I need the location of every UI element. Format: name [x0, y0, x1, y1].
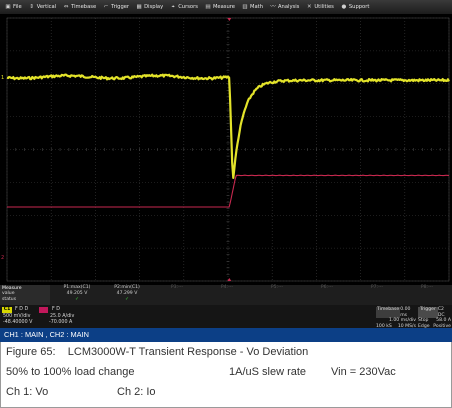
menu-support[interactable]: ● Support [338, 1, 373, 13]
vertical-icon: ⇕ [29, 4, 34, 10]
cursors-icon: ⌖ [171, 4, 175, 10]
menu-measure[interactable]: ▤ Measure [202, 1, 238, 13]
display-icon: ▦ [136, 4, 142, 10]
measure-column[interactable]: P4:--- [202, 285, 252, 305]
timebase-icon: ⇔ [63, 4, 69, 10]
caption-load-change: 50% to 100% load change [6, 366, 135, 378]
measure-value: 47.299 V [116, 291, 138, 296]
trigger-mode: Stop [418, 318, 429, 324]
measure-status: ✓ [75, 297, 79, 302]
menu-bar: ▣ File ⇕ Vertical ⇔ Timebase ⌐ Trigger ▦ Display ⌖… [0, 0, 452, 14]
menu-analysis[interactable]: 〰 Analysis [267, 1, 302, 13]
channel-1-scale[interactable]: 500 mV/div [3, 314, 31, 319]
menu-label: Analysis [277, 4, 300, 10]
measure-column[interactable]: P7:--- [352, 285, 402, 305]
trigger-position-marker [227, 278, 232, 281]
measure-column[interactable]: P6:--- [302, 285, 352, 305]
measure-label: P5:--- [270, 285, 284, 290]
menu-label: Math [250, 4, 263, 10]
menu-display[interactable]: ▦ Display [133, 1, 166, 13]
channel-1-badge[interactable]: C1 [2, 307, 12, 313]
caption-slew-rate: 1A/uS slew rate [229, 366, 307, 378]
channel-1-trace [6, 73, 450, 179]
trigger-type: Edge [418, 323, 430, 329]
math-icon: ▥ [242, 4, 248, 10]
measure-status-label: status [2, 296, 17, 302]
channel-2-scale[interactable]: 25.0 A/div [50, 314, 75, 319]
measure-label: P3:--- [170, 285, 184, 290]
measure-column[interactable]: P8:--- [402, 285, 452, 305]
menu-label: Timebase [71, 4, 97, 10]
analysis-icon: 〰 [270, 4, 276, 10]
menu-label: File [13, 4, 22, 10]
waveform-display: 12 [1, 17, 450, 282]
measure-label: P8:--- [420, 285, 434, 290]
menu-label: Utilities [314, 4, 334, 10]
channel-1-marker: 1 [1, 75, 4, 81]
channel-2-trace [7, 174, 450, 208]
measure-status: ✓ [125, 297, 129, 302]
measure-label: P6:--- [320, 285, 334, 290]
measure-label: P7:--- [370, 285, 384, 290]
measure-panel: Measure value status P1:max(C1) 49.205 V ✓… [0, 285, 452, 305]
figure-caption: Figure 65: LCM3000W-T Transient Response… [0, 342, 452, 408]
measure-value-label: value [2, 291, 15, 297]
menu-utilities[interactable]: ✕ Utilities [303, 1, 337, 13]
measure-column[interactable]: P1:max(C1) 49.205 V ✓ [52, 285, 102, 305]
measure-label: P1:max(C1) [63, 285, 91, 290]
timebase-samples: 100 kS [376, 323, 392, 329]
measure-icon: ▤ [205, 4, 211, 10]
menu-label: Vertical [36, 4, 57, 10]
trigger-slope: Positive [433, 323, 451, 329]
menu-label: Trigger [111, 4, 130, 10]
measure-column[interactable]: P2:min(C1) 47.299 V ✓ [102, 285, 152, 305]
trigger-label: Trigger [418, 307, 438, 319]
menu-file[interactable]: ▣ File [2, 1, 25, 13]
channel-1-offset[interactable]: -48.40000 V [3, 320, 33, 325]
measure-label: P2:min(C1) [114, 285, 140, 290]
channel-2-flags: F D [52, 307, 60, 312]
measure-value: 49.205 V [66, 291, 88, 296]
menu-math[interactable]: ▥ Math [239, 1, 266, 13]
caption-title: Figure 65: LCM3000W-T Transient Response… [6, 346, 309, 358]
caption-ch2: Ch 2: Io [117, 386, 156, 398]
caption-vin: Vin = 230Vac [331, 366, 396, 378]
channel-strip: C1 F D D 500 mV/div -48.40000 V F D 25.0… [0, 305, 452, 329]
menu-timebase[interactable]: ⇔ Timebase [60, 1, 99, 13]
caption-ch1: Ch 1: Vo [6, 386, 49, 398]
timebase-block[interactable]: Timebase 0.00 ms 1.00 ms/div 100 kS 10 M… [376, 307, 416, 329]
channel-1-flags: F D D [15, 307, 29, 312]
trigger-source: C2 DC [437, 307, 445, 318]
menu-cursors[interactable]: ⌖ Cursors [167, 1, 201, 13]
menu-label: Cursors [178, 4, 198, 10]
trigger-position-marker [227, 18, 232, 21]
measure-column[interactable]: P5:--- [252, 285, 302, 305]
support-icon: ● [341, 4, 347, 10]
channel-2-badge[interactable] [39, 307, 48, 313]
channel-2-offset[interactable]: -70.000 A [49, 320, 73, 325]
trigger-level: 58.0 A [436, 318, 451, 324]
timebase-rate: 1.00 ms/div [388, 318, 416, 324]
menu-vertical[interactable]: ⇕ Vertical [26, 1, 59, 13]
file-icon: ▣ [5, 4, 11, 10]
channel-2-marker: 2 [1, 255, 4, 261]
menu-label: Support [348, 4, 370, 10]
trigger-icon: ⌐ [103, 4, 109, 10]
measure-title: Measure [2, 286, 22, 291]
menu-trigger[interactable]: ⌐ Trigger [100, 1, 132, 13]
measure-label: P4:--- [220, 285, 234, 290]
timebase-label: Timebase [376, 307, 401, 319]
measure-column[interactable]: P3:--- [152, 285, 202, 305]
menu-label: Display [144, 4, 164, 10]
utilities-icon: ✕ [307, 4, 312, 10]
timebase-sample-rate: 10 MS/s [397, 323, 416, 329]
menu-label: Measure [212, 4, 235, 10]
timebase-delay: 0.00 ms [400, 307, 411, 318]
trigger-block[interactable]: Trigger C2 DC Stop 58.0 A Edge Positive [418, 307, 451, 329]
status-bar: CH1 : MAIN , CH2 : MAIN [0, 328, 452, 342]
measure-header[interactable]: Measure value status [0, 285, 50, 305]
